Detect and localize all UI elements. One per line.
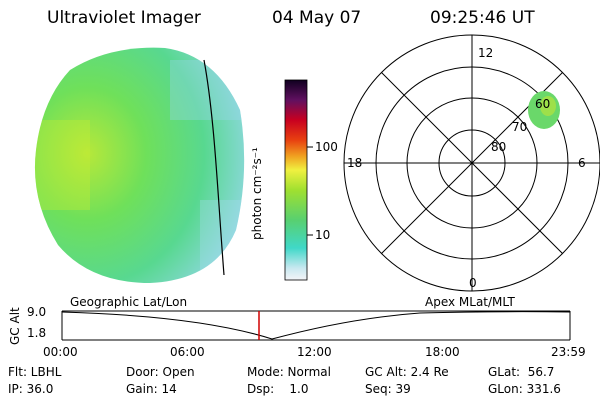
lat-label-80: 80	[491, 140, 507, 154]
xtick-0000: 00:00	[43, 345, 78, 359]
timeline-ylabel: GC Alt	[8, 307, 22, 345]
mlt-label-0: 0	[469, 276, 477, 290]
xtick-0600: 06:00	[170, 345, 205, 359]
info-dsp: Dsp: 1.0	[247, 382, 309, 396]
instrument-title: Ultraviolet Imager	[47, 8, 201, 28]
lat-label-60: 60	[535, 97, 551, 111]
auroral-patch	[528, 91, 560, 129]
time-label: 09:25:46 UT	[430, 8, 535, 28]
date-label: 04 May 07	[272, 8, 362, 28]
terminator-line	[203, 59, 225, 276]
geographic-label: Geographic Lat/Lon	[70, 295, 188, 309]
color-bar	[284, 79, 313, 281]
apex-label: Apex MLat/MLT	[425, 295, 515, 309]
info-door: Door: Open	[126, 365, 195, 379]
info-glat: GLat: 56.7	[488, 365, 555, 379]
lat-label-70: 70	[512, 120, 528, 134]
info-seq: Seq: 39	[365, 382, 411, 396]
colorbar-tick-100: 100	[315, 140, 338, 154]
xtick-1800: 18:00	[425, 345, 460, 359]
mlt-label-18: 18	[347, 156, 363, 170]
info-gcalt: GC Alt: 2.4 Re	[365, 365, 449, 379]
mlt-label-12: 12	[478, 46, 494, 60]
ytick-1-8: 1.8	[27, 326, 47, 340]
info-mode: Mode: Normal	[247, 365, 331, 379]
mlt-label-6: 6	[578, 156, 586, 170]
polar-plot	[343, 34, 600, 292]
xtick-2359: 23:59	[551, 345, 586, 359]
colorbar-tick-10: 10	[315, 228, 331, 242]
info-ip: IP: 36.0	[8, 382, 54, 396]
timeline-plot	[61, 310, 571, 341]
colorbar-unit-label: photon cm⁻²s⁻¹	[250, 147, 264, 240]
xtick-1200: 12:00	[297, 345, 332, 359]
info-gain: Gain: 14	[126, 382, 177, 396]
info-flt: Flt: LBHL	[8, 365, 62, 379]
ytick-9: 9.0	[27, 305, 47, 319]
info-glon: GLon: 331.6	[488, 382, 561, 396]
uv-earth-image	[34, 47, 245, 283]
